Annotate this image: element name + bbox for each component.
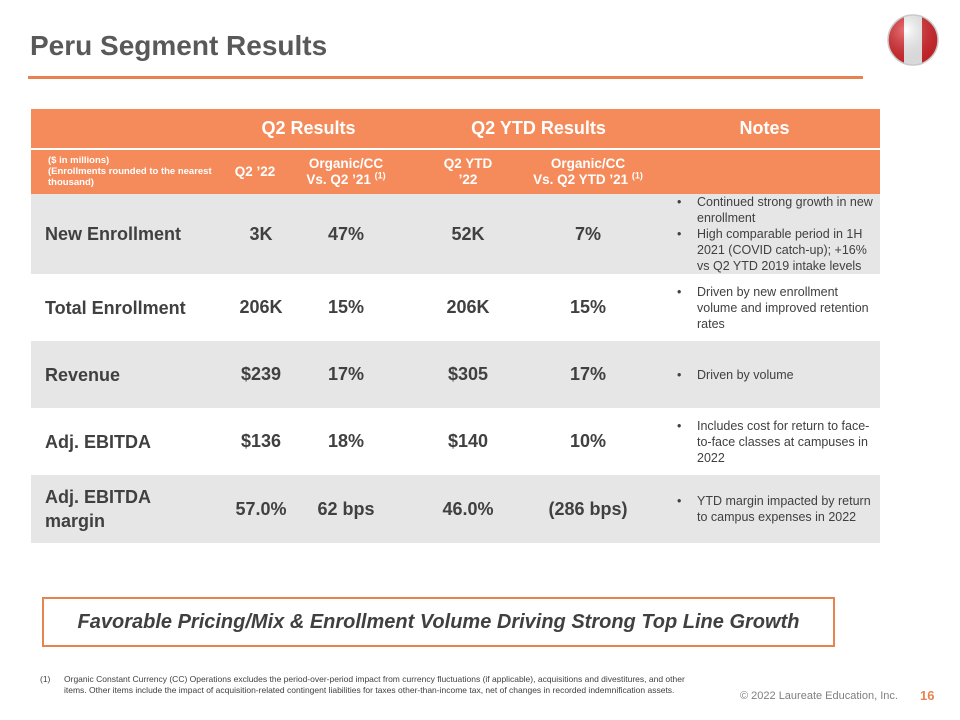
row-metric: Adj. EBITDA margin (45, 487, 151, 531)
note-item: Driven by new enrollment volume and impr… (677, 284, 880, 332)
footnote-ref: (1) (631, 170, 643, 181)
cell-ytd-organic: 17% (569, 364, 607, 384)
column-header-q2-organic-label: Organic/CC Vs. Q2 ’21 (306, 156, 384, 187)
note-item: High comparable period in 1H 2021 (COVID… (677, 226, 880, 274)
cell-ytd-organic: 15% (569, 297, 607, 317)
summary-banner: Favorable Pricing/Mix & Enrollment Volum… (42, 597, 835, 647)
row-metric: New Enrollment (45, 224, 182, 244)
table-group-header: Q2 Results Q2 YTD Results Notes (31, 109, 880, 148)
table-row: Total Enrollment 206K 15% 206K 15% Drive… (31, 274, 880, 341)
row-notes: YTD margin impacted by return to campus … (677, 475, 880, 543)
cell-ytd: $140 (447, 431, 489, 451)
cell-q2-organic: 18% (327, 431, 365, 451)
title-divider (28, 76, 863, 79)
cell-ytd-organic: 10% (569, 431, 607, 451)
table-row: Adj. EBITDA $136 18% $140 10% Includes c… (31, 408, 880, 475)
table-row: Adj. EBITDA margin 57.0% 62 bps 46.0% (2… (31, 475, 880, 543)
table-row: Revenue $239 17% $305 17% Driven by volu… (31, 341, 880, 408)
group-header-ytd: Q2 YTD Results (471, 118, 606, 138)
row-metric: Revenue (45, 364, 121, 385)
cell-q2: $239 (240, 364, 282, 384)
cell-q2-organic: 62 bps (317, 498, 375, 519)
column-header-ytd-organic-label: Organic/CC Vs. Q2 YTD ’21 (533, 156, 629, 187)
note-item: Includes cost for return to face-to-face… (677, 418, 880, 466)
group-underline-q2 (223, 148, 398, 150)
row-metric: Total Enrollment (45, 297, 186, 318)
cell-ytd: $305 (447, 364, 489, 384)
column-header-ytd-organic: Organic/CC Vs. Q2 YTD ’21 (1) (513, 150, 663, 194)
cell-q2: 3K (249, 223, 273, 244)
cell-ytd: 206K (446, 297, 490, 317)
peru-flag-icon (887, 14, 939, 66)
row-notes: Driven by volume (677, 341, 880, 408)
column-header-q2-organic: Organic/CC Vs. Q2 ’21 (1) (291, 150, 401, 194)
row-notes: Continued strong growth in new enrollmen… (677, 194, 880, 274)
cell-q2: $136 (240, 431, 282, 451)
footnote: (1) Organic Constant Currency (CC) Opera… (40, 674, 700, 696)
table-column-header: ($ in millions) (Enrollments rounded to … (31, 150, 880, 194)
note-item: YTD margin impacted by return to campus … (677, 493, 880, 525)
cell-q2: 206K (239, 297, 283, 317)
group-header-q2: Q2 Results (261, 118, 356, 138)
cell-q2-organic: 15% (327, 297, 365, 317)
cell-ytd-organic: (286 bps) (548, 498, 628, 519)
row-metric: Adj. EBITDA (45, 431, 151, 452)
cell-ytd-organic: 7% (574, 223, 601, 244)
table-row: New Enrollment 3K 47% 52K 7% Continued s… (31, 194, 880, 274)
footnote-ref: (1) (374, 170, 386, 181)
column-header-ytd: Q2 YTD ’22 (443, 156, 493, 187)
group-underline-ytd (427, 148, 659, 150)
footnote-marker: (1) (40, 674, 51, 684)
cell-q2-organic: 17% (327, 364, 365, 384)
page-number: 16 (920, 688, 935, 703)
units-note: ($ in millions) (Enrollments rounded to … (48, 155, 212, 188)
column-header-q2: Q2 ’22 (234, 164, 276, 179)
cell-ytd: 52K (451, 223, 485, 244)
note-item: Continued strong growth in new enrollmen… (677, 194, 880, 226)
copyright: © 2022 Laureate Education, Inc. (740, 690, 898, 702)
cell-q2-organic: 47% (327, 223, 365, 244)
row-notes: Driven by new enrollment volume and impr… (677, 274, 880, 341)
group-underline-notes (679, 148, 880, 150)
note-item: Driven by volume (677, 367, 880, 383)
cell-ytd: 46.0% (442, 498, 494, 519)
group-header-notes: Notes (739, 118, 790, 138)
footnote-text: Organic Constant Currency (CC) Operation… (64, 674, 685, 695)
page-title: Peru Segment Results (30, 30, 328, 61)
row-notes: Includes cost for return to face-to-face… (677, 408, 880, 475)
cell-q2: 57.0% (235, 498, 287, 519)
